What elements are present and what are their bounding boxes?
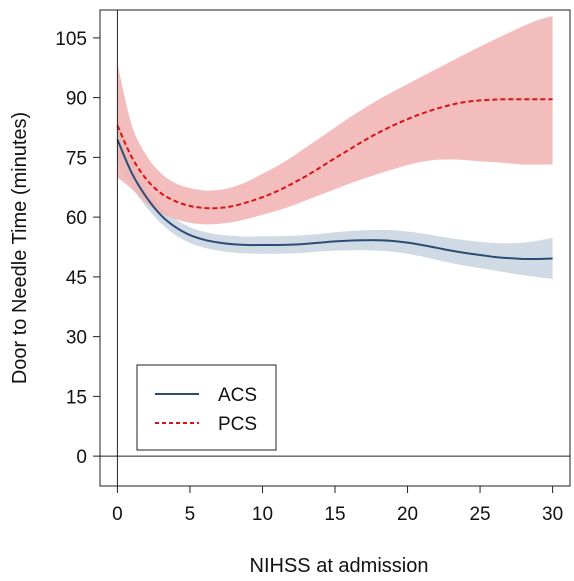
legend-label-acs: ACS — [218, 385, 257, 406]
confidence-band-acs — [117, 115, 553, 279]
y-axis-label: Door to Needle Time (minutes) — [9, 112, 31, 384]
x-tick-label: 25 — [469, 504, 490, 525]
y-tick-label: 60 — [66, 208, 87, 229]
x-tick-label: 30 — [542, 504, 563, 525]
x-tick-label: 5 — [185, 504, 196, 525]
y-tick-label: 105 — [55, 29, 87, 50]
y-tick-label: 75 — [66, 148, 87, 169]
legend-box — [136, 364, 277, 451]
confidence-bands — [117, 15, 553, 279]
x-tick-label: 20 — [397, 504, 418, 525]
y-axis: 0 15 30 45 60 75 90 105 — [55, 29, 100, 468]
reference-lines — [100, 10, 570, 486]
x-tick-label: 15 — [324, 504, 345, 525]
series-line-pcs — [116, 98, 553, 210]
x-axis-label: NIHSS at admission — [250, 555, 429, 577]
confidence-band-pcs — [117, 15, 553, 225]
legend-label-pcs: PCS — [218, 414, 257, 435]
y-tick-label: 90 — [66, 89, 87, 110]
x-axis: 0 5 10 15 20 25 30 — [112, 486, 563, 525]
legend: ACS PCS — [136, 364, 277, 451]
y-tick-label: 0 — [76, 447, 87, 468]
series-lines — [116, 98, 553, 261]
y-tick-label: 15 — [66, 387, 87, 408]
y-tick-label: 45 — [66, 268, 87, 289]
x-tick-label: 0 — [112, 504, 123, 525]
y-tick-label: 30 — [66, 328, 87, 349]
series-line-acs — [116, 139, 553, 261]
x-tick-label: 10 — [252, 504, 273, 525]
